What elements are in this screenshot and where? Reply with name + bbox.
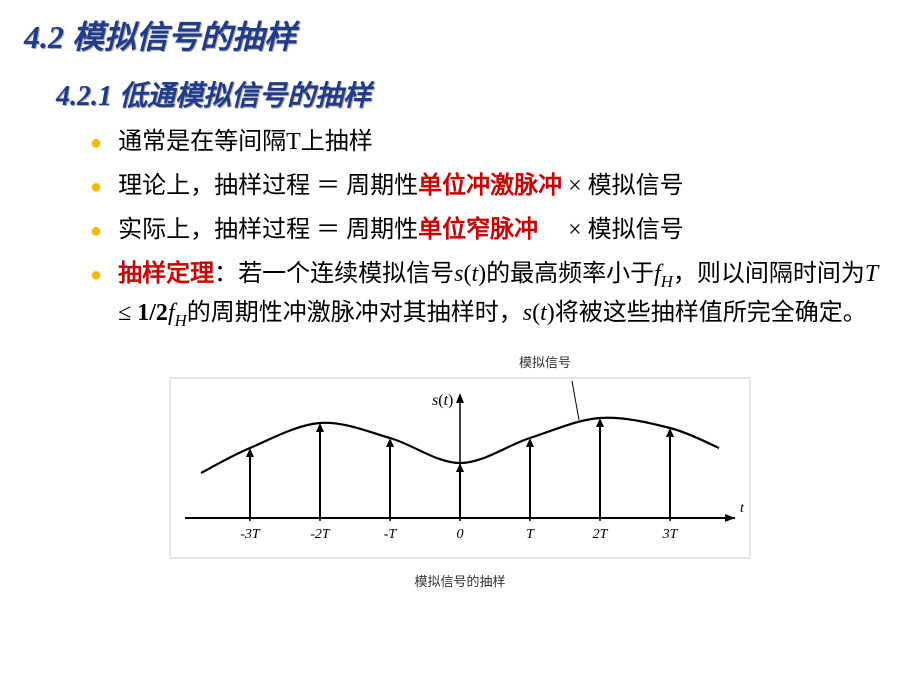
text-segment: 理论上，抽样过程 ＝ 周期性 [118, 173, 418, 199]
bullet-item-4: ● 抽样定理：若一个连续模拟信号s(t)的最高频率小于fH，则以间隔时间为T ≤… [90, 256, 920, 334]
diagram-subtitle: 模拟信号的抽样 [414, 571, 505, 590]
sampling-diagram: t -3T -2T -T 0 T 2T 3T s(t) [150, 373, 770, 563]
text-segment-red: 单位冲激脉冲 [418, 173, 562, 199]
text-segment: 实际上，抽样过程 ＝ 周期性 [118, 217, 418, 243]
bullet-dot-icon: ● [90, 124, 102, 162]
bullet-list: ● 通常是在等间隔T上抽样 ● 理论上，抽样过程 ＝ 周期性单位冲激脉冲 × 模… [0, 124, 920, 334]
bullet-item-1: ● 通常是在等间隔T上抽样 [90, 124, 920, 162]
svg-text:t: t [740, 501, 745, 516]
text-segment-red: 抽样定理 [118, 261, 214, 287]
bullet-text: 理论上，抽样过程 ＝ 周期性单位冲激脉冲 × 模拟信号 [118, 168, 714, 205]
text-italic: t [540, 300, 547, 326]
heading-sub: 4.2.1 低通模拟信号的抽样 [0, 74, 920, 114]
bullet-item-3: ● 实际上，抽样过程 ＝ 周期性单位窄脉冲 × 模拟信号 [90, 212, 920, 250]
bullet-dot-icon: ● [90, 256, 102, 294]
svg-text:T: T [526, 527, 535, 542]
text-segment: ：若一个连续模拟信号 [214, 261, 454, 287]
text-segment: ，则以间隔时间为 [673, 261, 865, 287]
heading-main: 4.2 模拟信号的抽样 [0, 12, 920, 58]
text-segment: ) [547, 300, 555, 326]
text-sub: H [175, 311, 187, 330]
text-segment: ) [478, 261, 486, 287]
bullet-text: 通常是在等间隔T上抽样 [118, 124, 403, 161]
text-bold: 1/2 [137, 300, 168, 326]
svg-text:2T: 2T [593, 527, 609, 542]
text-segment: ( [532, 300, 540, 326]
text-segment: × 模拟信号 [562, 173, 684, 199]
text-segment: × 模拟信号 [538, 217, 684, 243]
text-italic: s [523, 300, 532, 326]
text-italic: f [654, 261, 661, 287]
bullet-dot-icon: ● [90, 212, 102, 250]
svg-text:-3T: -3T [240, 527, 261, 542]
svg-text:0: 0 [457, 527, 464, 542]
bullet-text: 抽样定理：若一个连续模拟信号s(t)的最高频率小于fH，则以间隔时间为T ≤ 1… [118, 256, 920, 334]
text-italic: T [865, 261, 878, 287]
text-segment: 的周期性冲激脉冲对其抽样时， [187, 300, 523, 326]
text-segment: 的最高频率小于 [486, 261, 654, 287]
svg-text:s(t): s(t) [432, 392, 453, 409]
text-segment: ≤ [118, 300, 137, 326]
bullet-dot-icon: ● [90, 168, 102, 206]
text-italic: f [168, 300, 175, 326]
svg-text:-2T: -2T [310, 527, 331, 542]
text-sub: H [661, 272, 673, 291]
bullet-text: 实际上，抽样过程 ＝ 周期性单位窄脉冲 × 模拟信号 [118, 212, 714, 249]
svg-text:-T: -T [384, 527, 398, 542]
diagram-title: 模拟信号 [519, 352, 571, 371]
bullet-item-2: ● 理论上，抽样过程 ＝ 周期性单位冲激脉冲 × 模拟信号 [90, 168, 920, 206]
diagram-container: 模拟信号 t -3T -2T -T 0 T 2T 3T s(t) 模拟信号的抽样 [0, 352, 920, 590]
text-segment: 将被这些抽样值所完全确定。 [555, 300, 867, 326]
svg-text:3T: 3T [662, 527, 679, 542]
text-segment-red: 单位窄脉冲 [418, 217, 538, 243]
